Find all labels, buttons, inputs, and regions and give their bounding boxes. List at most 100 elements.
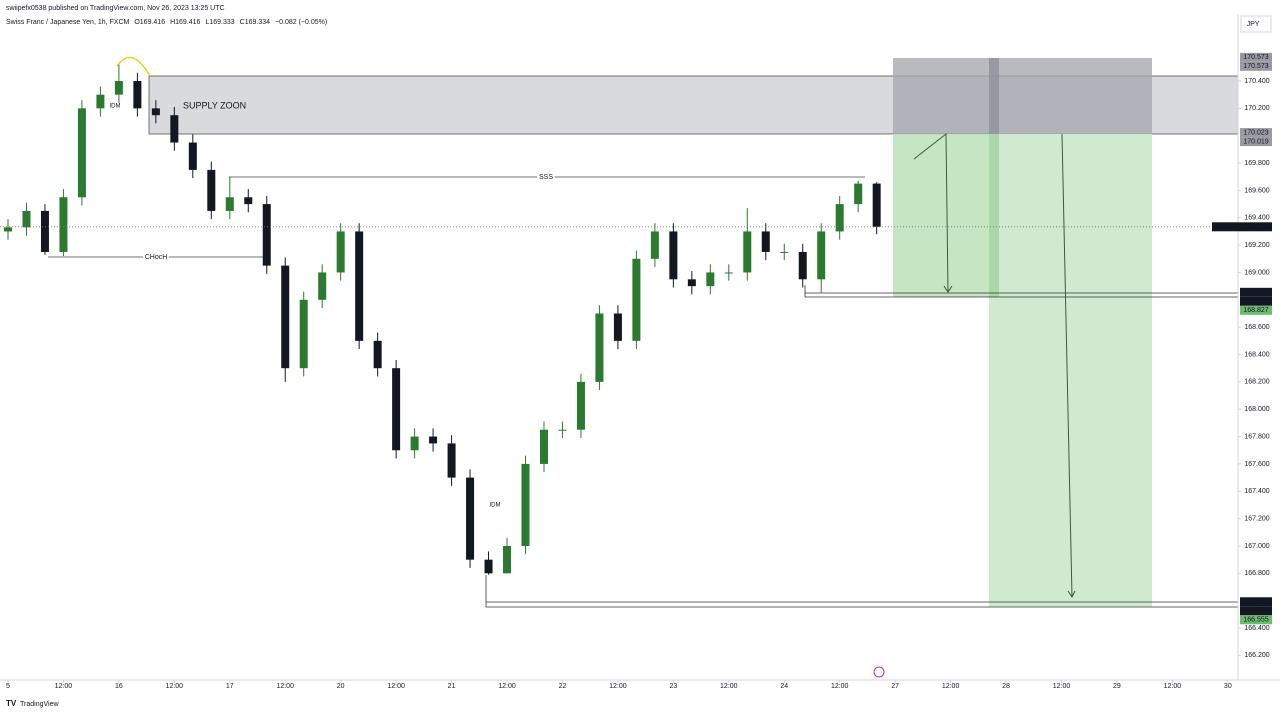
candle-body	[706, 272, 715, 287]
price-label: 170.019	[1243, 138, 1268, 145]
candle-body	[669, 231, 678, 280]
candle-body	[872, 183, 881, 227]
price-label-box	[1240, 597, 1272, 607]
y-tick-label: 170.400	[1244, 78, 1269, 85]
legend-text: L169.333	[205, 19, 234, 26]
legend-text: C169.334	[240, 19, 270, 26]
legend-text: O169.416	[134, 19, 165, 26]
x-tick-label: 20	[337, 683, 345, 690]
stop-zone	[893, 58, 1152, 134]
price-label-box	[1240, 615, 1272, 625]
x-tick-label: 17	[226, 683, 234, 690]
annotation: SUPPLY ZOON	[183, 100, 246, 110]
candle-body	[595, 313, 604, 382]
candle-body	[225, 197, 234, 211]
candle-body	[798, 251, 807, 280]
candle-body	[244, 197, 253, 205]
y-tick-label: 167.600	[1244, 461, 1269, 468]
annotation: IDM	[110, 104, 121, 110]
published: swiipefx0538 published on TradingView.co…	[6, 5, 225, 12]
price-label-box	[1240, 61, 1272, 71]
price-label-box	[1240, 287, 1272, 297]
price-label-box	[1240, 137, 1272, 147]
footer-logo: TV	[6, 699, 17, 708]
annotation: CHocH	[145, 254, 168, 261]
currency: JPY	[1247, 21, 1260, 28]
candle-body	[632, 258, 641, 341]
price-label: 166.592	[1243, 599, 1268, 606]
candle-body	[835, 204, 844, 232]
current-symbol: CHFJPY	[1214, 224, 1242, 231]
x-tick-label: 12:00	[55, 683, 73, 690]
candle-body	[521, 463, 530, 546]
candle-body	[484, 559, 493, 574]
price-label: 166.555	[1243, 608, 1268, 615]
candle-body	[558, 429, 567, 431]
arrow	[913, 132, 953, 293]
highlight-arc	[116, 56, 151, 77]
y-tick-label: 166.400	[1244, 625, 1269, 632]
legend-text: H169.416	[170, 19, 200, 26]
candle-body	[355, 231, 364, 341]
current-price-box	[1212, 222, 1272, 232]
price-label: 166.555	[1243, 617, 1268, 624]
x-tick-label: 24	[780, 683, 788, 690]
price-label-box	[1240, 606, 1272, 616]
x-tick-label: 22	[559, 683, 567, 690]
y-tick-label: 167.000	[1244, 543, 1269, 550]
candle-body	[188, 142, 197, 170]
x-tick-label: 12:00	[1053, 683, 1071, 690]
candle-body	[336, 231, 345, 273]
y-tick-label: 168.600	[1244, 324, 1269, 331]
x-tick-label: 28	[1002, 683, 1010, 690]
price-label-box	[1240, 305, 1272, 315]
candle-body	[854, 183, 863, 205]
price-label-box	[1240, 296, 1272, 306]
price-label: 168.827	[1243, 307, 1268, 314]
candle-body	[151, 108, 160, 116]
target-zone	[893, 134, 998, 297]
event-icon	[873, 666, 885, 678]
x-tick-label: 12:00	[498, 683, 516, 690]
candle-body	[447, 443, 456, 478]
y-tick-label: 168.200	[1244, 379, 1269, 386]
y-tick-label: 167.800	[1244, 433, 1269, 440]
candle-body	[22, 210, 31, 228]
candle-body	[133, 81, 142, 109]
x-tick-label: 29	[1113, 683, 1121, 690]
x-tick-label: 23	[669, 683, 677, 690]
legend-text: Swiss Franc / Japanese Yen, 1h, FXCM	[6, 19, 130, 26]
price-label-box	[1240, 128, 1272, 138]
legend: Swiss Franc / Japanese Yen, 1h, FXCM O169…	[6, 19, 327, 26]
legend-text: −0.082 (−0.05%)	[275, 19, 327, 26]
x-tick-label: 30	[1224, 683, 1232, 690]
candle-body	[503, 545, 512, 574]
candle-body	[576, 381, 585, 430]
candle-body	[373, 340, 382, 369]
candle-body	[743, 231, 752, 273]
candle-body	[817, 231, 826, 280]
y-tick-label: 168.400	[1244, 351, 1269, 358]
candle-body	[207, 169, 216, 211]
y-tick-label: 170.200	[1244, 105, 1269, 112]
y-tick-label: 169.600	[1244, 187, 1269, 194]
y-tick-label: 169.000	[1244, 269, 1269, 276]
y-tick-label: 169.200	[1244, 242, 1269, 249]
candle-body	[410, 436, 419, 451]
price-label: 170.023	[1243, 129, 1268, 136]
candle-body	[687, 279, 696, 287]
y-tick-label: 169.800	[1244, 160, 1269, 167]
x-tick-label: 12:00	[276, 683, 294, 690]
target-zone-overlap	[989, 134, 999, 297]
candle-body	[59, 197, 68, 252]
candle-body	[429, 436, 438, 444]
y-tick-label: 167.200	[1244, 515, 1269, 522]
x-tick-label: 5	[6, 683, 10, 690]
candle-body	[780, 251, 789, 253]
candle-body	[77, 108, 86, 198]
x-tick-label: 12:00	[609, 683, 627, 690]
candle-body	[724, 272, 733, 274]
y-tick-label: 166.200	[1244, 652, 1269, 659]
price-label: 170.573	[1243, 54, 1268, 61]
